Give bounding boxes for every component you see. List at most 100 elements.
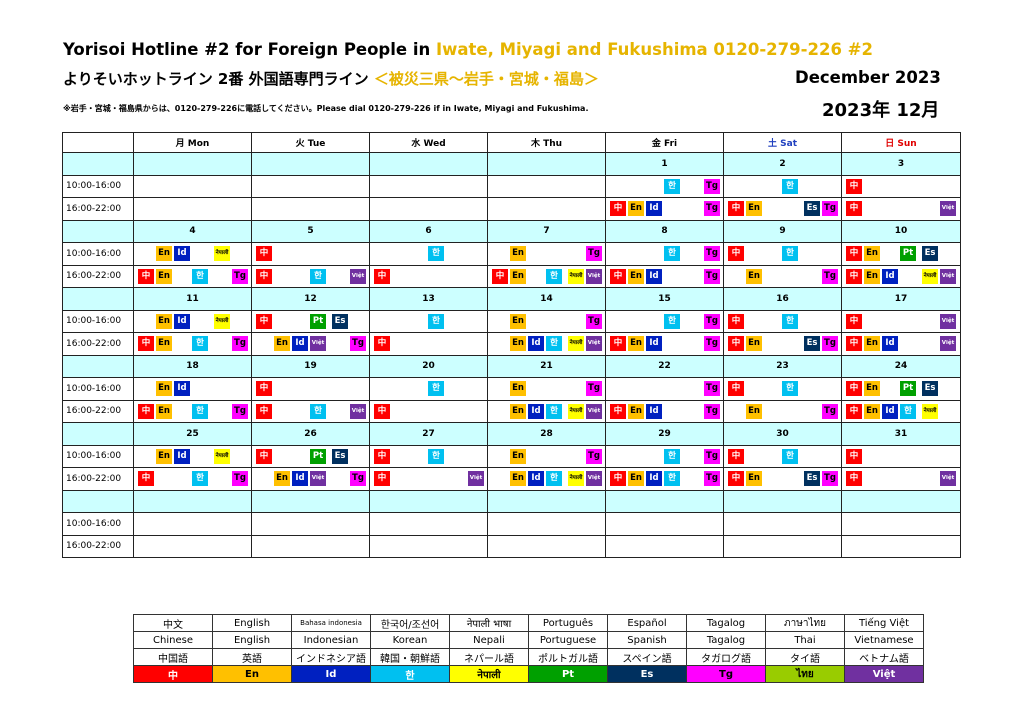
slot-cell: [369, 197, 488, 221]
language-chip-tg: Tg: [704, 471, 720, 486]
language-chip-id: Id: [646, 403, 662, 419]
slot-cell-content: [134, 513, 251, 535]
slot-cell: En Id Tg Việt: [251, 332, 370, 356]
language-chip-en: En: [510, 336, 526, 351]
slot-cell: 中 En 한 Tg: [133, 399, 252, 423]
slot-cell: En Tg: [723, 264, 842, 288]
slot-cell-content: 中 En Es Tg: [724, 198, 841, 220]
slot-cell: [369, 534, 488, 558]
date-row-label-cell: [62, 422, 134, 446]
date-cell: 1: [605, 152, 724, 176]
language-chip-en: En: [510, 268, 526, 284]
language-chip-en: En: [156, 336, 172, 351]
slot-cell-content: En Id नेपाली: [134, 446, 251, 468]
language-chip-en: En: [510, 471, 526, 486]
language-chip-zh: 中: [610, 403, 626, 419]
slot-cell: 中: [251, 377, 370, 401]
slot-cell-content: [488, 513, 605, 535]
slot-cell-content: 中 En 한 Tg: [134, 401, 251, 423]
language-chip-zh: 中: [374, 403, 390, 419]
slot-cell-content: 中: [370, 266, 487, 288]
language-chip-zh: 中: [374, 336, 390, 351]
legend-code-row: 中 En Id 한 नेपाली Pt Es Tg ไทย Việt: [133, 665, 924, 683]
language-chip-zh: 中: [374, 471, 390, 486]
slot-cell-content: En Id नेपाली: [134, 311, 251, 333]
slot-cell: En Id Tg Việt: [251, 467, 370, 491]
slot-cell: 한 Tg: [605, 174, 724, 198]
language-chip-id: Id: [646, 471, 662, 486]
slot-cell: [133, 197, 252, 221]
language-chip-es: Es: [804, 471, 820, 486]
language-chip-es: Es: [332, 313, 348, 329]
language-chip-tg: Tg: [822, 268, 838, 284]
month-japanese: 2023年 12月: [822, 100, 940, 121]
legend-english-es: Spanish: [607, 631, 687, 649]
date-cell: 10: [841, 219, 961, 243]
slot-cell: 中: [841, 174, 961, 198]
language-chip-tg: Tg: [350, 471, 366, 486]
date-cell: [369, 152, 488, 176]
language-chip-ne: नेपाली: [568, 471, 584, 486]
language-chip-tg: Tg: [232, 403, 248, 419]
legend-english-ko: Korean: [370, 631, 450, 649]
slot-cell-content: [252, 176, 369, 198]
language-chip-ko: 한: [664, 448, 680, 464]
slot-cell: 中 En 한 Tg: [133, 332, 252, 356]
date-cell: 21: [487, 354, 606, 378]
language-chip-tg: Tg: [704, 313, 720, 329]
language-chip-ko: 한: [546, 268, 562, 284]
language-chip-id: Id: [174, 313, 190, 329]
slot-cell: En Tg: [487, 309, 606, 333]
weekday-header: 火 Tue: [251, 132, 370, 153]
language-chip-id: Id: [882, 403, 898, 419]
slot-cell-content: [370, 536, 487, 558]
legend-english-th: Thai: [765, 631, 845, 649]
language-chip-tg: Tg: [822, 471, 838, 486]
slot-cell-content: En Id: [134, 378, 251, 400]
date-cell: 9: [723, 219, 842, 243]
date-cell: 22: [605, 354, 724, 378]
language-chip-es: Es: [922, 246, 938, 261]
slot-cell-content: 中: [252, 243, 369, 265]
date-cell: [133, 489, 252, 513]
slot-cell-content: 中 En Id नेपाली 한: [842, 401, 960, 423]
language-chip-id: Id: [882, 336, 898, 351]
time-slot-row: 16:00-22:00 中 한 Tg En Id Tg Việt 中 Việt Id En 한 नेपाल…: [62, 467, 961, 491]
language-chip-vi: Việt: [310, 336, 326, 351]
language-chip-en: En: [156, 268, 172, 284]
date-cell: 18: [133, 354, 252, 378]
time-slot-label: 16:00-22:00: [62, 264, 134, 288]
language-chip-zh: 中: [728, 448, 744, 464]
slot-cell-content: 中 En Id Việt: [842, 333, 960, 355]
language-chip-en: En: [156, 448, 172, 464]
slot-cell: 中 En Pt Es: [841, 377, 961, 401]
slot-cell: 中 한 Tg: [133, 467, 252, 491]
slot-cell: [487, 197, 606, 221]
slot-cell-content: 中: [842, 446, 960, 468]
slot-cell-content: 中 한 Việt: [252, 401, 369, 423]
legend-native-vi: Tiếng Việt: [844, 614, 924, 632]
weekday-header: 金 Fri: [605, 132, 724, 153]
language-chip-zh: 中: [846, 403, 862, 419]
date-cell: 19: [251, 354, 370, 378]
slot-cell: 中 En Id नेपाली Việt: [841, 264, 961, 288]
weekday-header-row: 月 Mon 火 Tue 水 Wed 木 Thu 金 Fri 土 Sat 日 Sun: [62, 132, 961, 153]
date-cell: [369, 489, 488, 513]
date-row: [62, 489, 961, 513]
legend-japanese-es: スペイン語: [607, 648, 687, 666]
date-cell: 29: [605, 422, 724, 446]
language-chip-zh: 中: [846, 336, 862, 351]
slot-cell-content: 한: [370, 311, 487, 333]
language-chip-vi: Việt: [468, 471, 484, 486]
legend-chip-en: En: [212, 665, 292, 683]
slot-cell: 中 En Pt Es: [841, 242, 961, 266]
slot-cell-content: 中 En Id नेपाली Việt: [842, 266, 960, 288]
legend-chip-pt: Pt: [528, 665, 608, 683]
language-chip-tg: Tg: [586, 381, 602, 396]
language-chip-en: En: [274, 471, 290, 486]
slot-cell-content: [252, 198, 369, 220]
slot-cell: [841, 512, 961, 536]
